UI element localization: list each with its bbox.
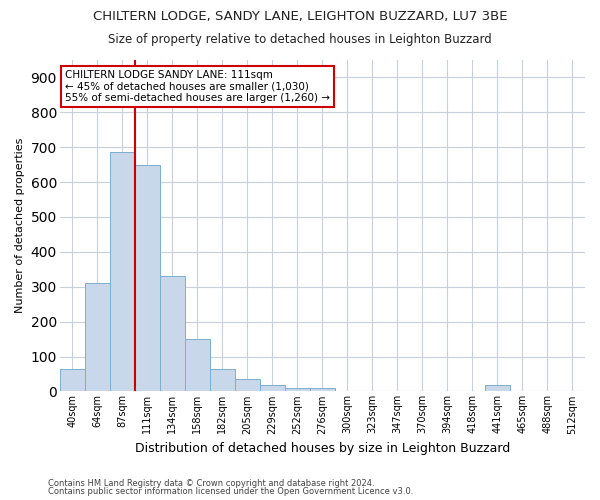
Text: Size of property relative to detached houses in Leighton Buzzard: Size of property relative to detached ho… <box>108 32 492 46</box>
Bar <box>285 388 310 392</box>
Bar <box>310 388 335 392</box>
Text: CHILTERN LODGE, SANDY LANE, LEIGHTON BUZZARD, LU7 3BE: CHILTERN LODGE, SANDY LANE, LEIGHTON BUZ… <box>93 10 507 23</box>
Bar <box>110 152 135 392</box>
X-axis label: Distribution of detached houses by size in Leighton Buzzard: Distribution of detached houses by size … <box>135 442 510 455</box>
Bar <box>185 339 210 392</box>
Bar <box>135 164 160 392</box>
Bar <box>60 370 85 392</box>
Bar <box>260 385 285 392</box>
Bar <box>210 370 235 392</box>
Text: Contains HM Land Registry data © Crown copyright and database right 2024.: Contains HM Land Registry data © Crown c… <box>48 478 374 488</box>
Text: Contains public sector information licensed under the Open Government Licence v3: Contains public sector information licen… <box>48 487 413 496</box>
Y-axis label: Number of detached properties: Number of detached properties <box>15 138 25 314</box>
Bar <box>160 276 185 392</box>
Bar <box>85 284 110 392</box>
Bar <box>485 385 510 392</box>
Text: CHILTERN LODGE SANDY LANE: 111sqm
← 45% of detached houses are smaller (1,030)
5: CHILTERN LODGE SANDY LANE: 111sqm ← 45% … <box>65 70 330 103</box>
Bar <box>235 379 260 392</box>
